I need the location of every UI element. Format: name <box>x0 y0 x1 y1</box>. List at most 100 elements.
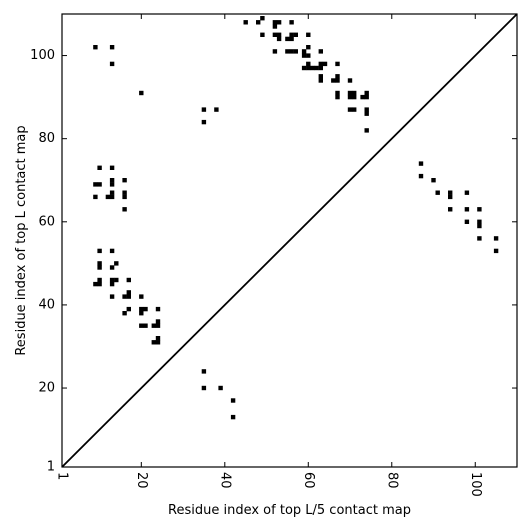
contact-point <box>122 194 127 200</box>
contact-point <box>289 36 294 42</box>
contact-point <box>201 385 207 391</box>
contact-point <box>97 248 102 254</box>
contact-point <box>97 182 102 187</box>
contact-point <box>318 49 323 54</box>
contact-point <box>260 16 265 21</box>
contact-point <box>364 107 369 112</box>
contact-point <box>122 178 127 183</box>
contact-point <box>431 178 436 183</box>
contact-point <box>464 190 470 195</box>
contact-point <box>151 323 156 328</box>
contact-point <box>335 74 340 79</box>
contact-point <box>97 277 102 283</box>
contact-point <box>139 294 144 299</box>
contact-point <box>201 369 207 374</box>
contact-point <box>260 32 265 37</box>
contact-point <box>139 311 144 316</box>
contact-point <box>310 65 315 71</box>
contact-point <box>109 61 115 67</box>
contact-point <box>335 78 340 83</box>
contact-point <box>335 61 340 67</box>
contact-point <box>109 294 115 299</box>
contact-point <box>109 45 115 50</box>
contact-point <box>352 107 357 112</box>
contact-point <box>109 277 115 283</box>
contact-point <box>218 385 223 391</box>
contact-point <box>151 340 156 345</box>
contact-point <box>352 94 357 100</box>
y-tick-label: 100 <box>30 48 55 63</box>
x-tick-label: 20 <box>134 472 149 489</box>
contact-point <box>493 248 499 254</box>
contact-point <box>364 94 369 100</box>
contact-point <box>360 94 365 100</box>
contact-point <box>93 281 98 287</box>
contact-point <box>214 107 219 112</box>
contact-point <box>256 20 261 25</box>
contact-point <box>477 207 482 212</box>
contact-point <box>126 294 131 299</box>
contact-point <box>109 265 115 270</box>
contact-point <box>122 311 127 316</box>
contact-point <box>201 107 207 112</box>
contact-point <box>418 173 424 179</box>
contact-point <box>139 306 144 312</box>
contact-point <box>318 61 323 67</box>
contact-point <box>464 207 470 212</box>
contact-point <box>448 194 453 200</box>
contact-point <box>126 277 131 283</box>
contact-point <box>306 65 311 71</box>
contact-point <box>347 94 353 100</box>
contact-point <box>93 194 98 200</box>
contact-point <box>318 74 323 79</box>
contact-point <box>155 306 161 312</box>
contact-point <box>155 319 161 324</box>
contact-point <box>285 36 290 42</box>
contact-point <box>448 207 453 212</box>
contact-point <box>109 165 115 170</box>
x-tick-label: 80 <box>384 472 399 489</box>
contact-point <box>293 32 298 37</box>
contact-point <box>352 90 357 96</box>
contact-point <box>109 281 115 287</box>
contact-point <box>93 45 98 50</box>
y-axis-label: Residue index of top L contact map <box>14 125 29 355</box>
contact-point <box>322 61 328 67</box>
x-tick-label: 1 <box>55 472 70 480</box>
contact-point <box>301 65 307 71</box>
contact-point <box>335 90 340 96</box>
contact-point <box>139 90 144 96</box>
y-tick-label: 60 <box>38 214 55 229</box>
contact-point <box>97 261 102 266</box>
contact-point <box>276 20 282 25</box>
contact-point <box>289 20 294 25</box>
contact-point <box>306 32 311 37</box>
contact-point <box>464 219 470 224</box>
contact-point <box>155 336 161 341</box>
contact-point <box>347 107 353 112</box>
x-tick-label: 40 <box>217 472 232 489</box>
contact-point <box>109 182 115 187</box>
contact-point <box>289 49 294 54</box>
contact-point <box>114 261 119 266</box>
contact-point <box>477 236 482 241</box>
contact-point <box>364 111 369 116</box>
plot-frame <box>61 13 518 468</box>
contact-point <box>477 219 482 224</box>
contact-point <box>230 398 236 403</box>
contact-point <box>335 94 340 100</box>
contact-points <box>93 16 499 420</box>
contact-point <box>364 90 369 96</box>
diagonal-line <box>61 13 518 468</box>
y-tick-label: 80 <box>38 131 55 146</box>
contact-point <box>272 49 278 54</box>
contact-point <box>97 165 102 170</box>
contact-point <box>109 194 115 200</box>
contact-point <box>276 32 282 37</box>
contact-point <box>139 323 144 328</box>
contact-point <box>314 65 319 71</box>
contact-point <box>276 36 282 42</box>
contact-point <box>493 236 499 241</box>
contact-point <box>122 190 127 195</box>
